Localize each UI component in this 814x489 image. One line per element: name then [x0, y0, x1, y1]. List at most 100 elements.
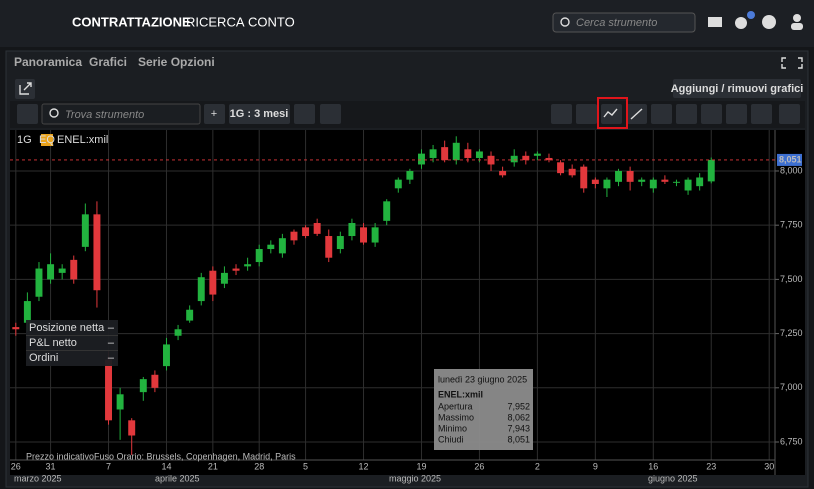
candle-body — [464, 149, 472, 158]
tooltip-value: 7,943 — [507, 423, 530, 433]
footer-timezone: Fuso Orario: Brussels, Copenhagen, Madri… — [94, 451, 296, 461]
tooltip-value: 7,952 — [507, 401, 530, 411]
tooltip-rows: Apertura 7,952 Massimo 8,062 Minimo 7,943 Chiu… — [438, 401, 530, 444]
candle-body — [475, 151, 483, 158]
candle-body — [81, 214, 89, 247]
highlight-box — [597, 97, 628, 129]
candle-body — [638, 179, 646, 182]
month-label: maggio 2025 — [389, 473, 441, 483]
candle-body — [418, 153, 425, 165]
instrument-search[interactable] — [41, 103, 201, 125]
tab[interactable]: Grafici — [89, 55, 127, 69]
zoom-button[interactable] — [726, 104, 747, 124]
candle-body — [649, 179, 657, 189]
menu-button[interactable] — [320, 104, 341, 124]
notify-dot — [747, 11, 755, 19]
tooltip-symbol: ENEL:xmil — [438, 389, 483, 399]
notify-icon[interactable] — [735, 17, 747, 29]
type-button[interactable] — [576, 104, 597, 124]
user-icon-body — [791, 23, 803, 30]
candle-body — [441, 147, 449, 161]
link-button[interactable] — [17, 104, 38, 124]
candle-body — [707, 159, 715, 182]
candle-body — [47, 264, 55, 280]
last-price-box — [777, 153, 802, 166]
candle-body — [603, 179, 611, 189]
candle-body — [348, 223, 356, 237]
mail-icon[interactable] — [708, 17, 722, 27]
nav-item[interactable]: CONTRATTAZIONE — [72, 14, 191, 29]
candle-body — [128, 420, 136, 436]
settings-button[interactable] — [779, 104, 800, 124]
position-value: – — [108, 322, 115, 334]
x-tick-label: 7 — [106, 461, 111, 471]
candle-body — [522, 155, 530, 161]
y-tick-label: 8,000 — [780, 165, 803, 175]
tooltip-label: Apertura — [438, 401, 473, 411]
chart-symbol: ENEL:xmil — [57, 134, 108, 146]
tooltip-label: Minimo — [438, 423, 467, 433]
x-tick-label: 5 — [303, 461, 308, 471]
candle-body — [684, 179, 692, 191]
candle-body — [255, 249, 263, 263]
last-price-label: 8,051 — [779, 154, 802, 164]
tab[interactable]: Serie Opzioni — [138, 55, 215, 69]
y-tick-label: 7,250 — [780, 328, 803, 338]
candle-body — [197, 277, 205, 302]
candle-body — [139, 379, 147, 393]
nav-item[interactable]: RICERCA — [186, 14, 245, 29]
eye-button[interactable] — [651, 104, 672, 124]
add-charts-button[interactable] — [673, 79, 801, 98]
x-tick-label: 21 — [208, 461, 218, 471]
camera-button[interactable] — [751, 104, 772, 124]
candle-body — [545, 157, 553, 161]
period-label: 1G : 3 mesi — [230, 108, 289, 120]
badge — [41, 134, 53, 146]
instrument-placeholder: Trova strumento — [65, 109, 144, 121]
add-button[interactable] — [204, 104, 225, 124]
crosshair-button[interactable] — [676, 104, 697, 124]
search-placeholder: Cerca strumento — [576, 17, 657, 29]
candle-body — [557, 162, 565, 174]
help-icon[interactable] — [762, 15, 776, 29]
candle-body — [278, 238, 286, 254]
position-value: – — [108, 337, 115, 349]
candle-body — [371, 227, 379, 243]
tooltip-label: Massimo — [438, 412, 474, 422]
fullscreen-icon[interactable] — [781, 57, 803, 69]
candle-body — [406, 170, 414, 180]
chart-interval: 1G — [17, 134, 32, 146]
user-icon[interactable] — [793, 14, 801, 22]
period-button[interactable] — [229, 104, 290, 124]
candle-body — [626, 170, 634, 182]
candle-body — [209, 270, 217, 295]
chart-area — [10, 130, 805, 475]
candle-body — [12, 327, 20, 330]
candle-body — [580, 166, 588, 189]
candle-body — [70, 259, 78, 280]
nav-item[interactable]: CONTO — [248, 14, 295, 29]
candle-body — [232, 268, 240, 271]
tab[interactable]: Panoramica — [14, 55, 82, 69]
tool-buttons — [551, 97, 800, 129]
candle-body — [116, 394, 124, 410]
candle-body — [220, 272, 228, 284]
refresh-button[interactable] — [294, 104, 315, 124]
badge-label: EQ — [39, 134, 55, 146]
indicator-icon — [603, 108, 618, 118]
add-label: + — [211, 108, 217, 120]
candle-body — [429, 149, 437, 158]
search-box[interactable] — [552, 12, 696, 33]
y-tick-label: 7,750 — [780, 220, 803, 230]
candle-body — [510, 155, 518, 163]
scale-button[interactable] — [701, 104, 722, 124]
month-label: aprile 2025 — [155, 473, 200, 483]
candle-body — [615, 170, 622, 182]
x-tick-label: 19 — [416, 461, 426, 471]
candle-body — [360, 227, 367, 243]
x-tick-label: 28 — [254, 461, 264, 471]
candle-body — [336, 236, 344, 250]
x-tick-label: 31 — [46, 461, 56, 471]
share-button[interactable] — [551, 104, 572, 124]
